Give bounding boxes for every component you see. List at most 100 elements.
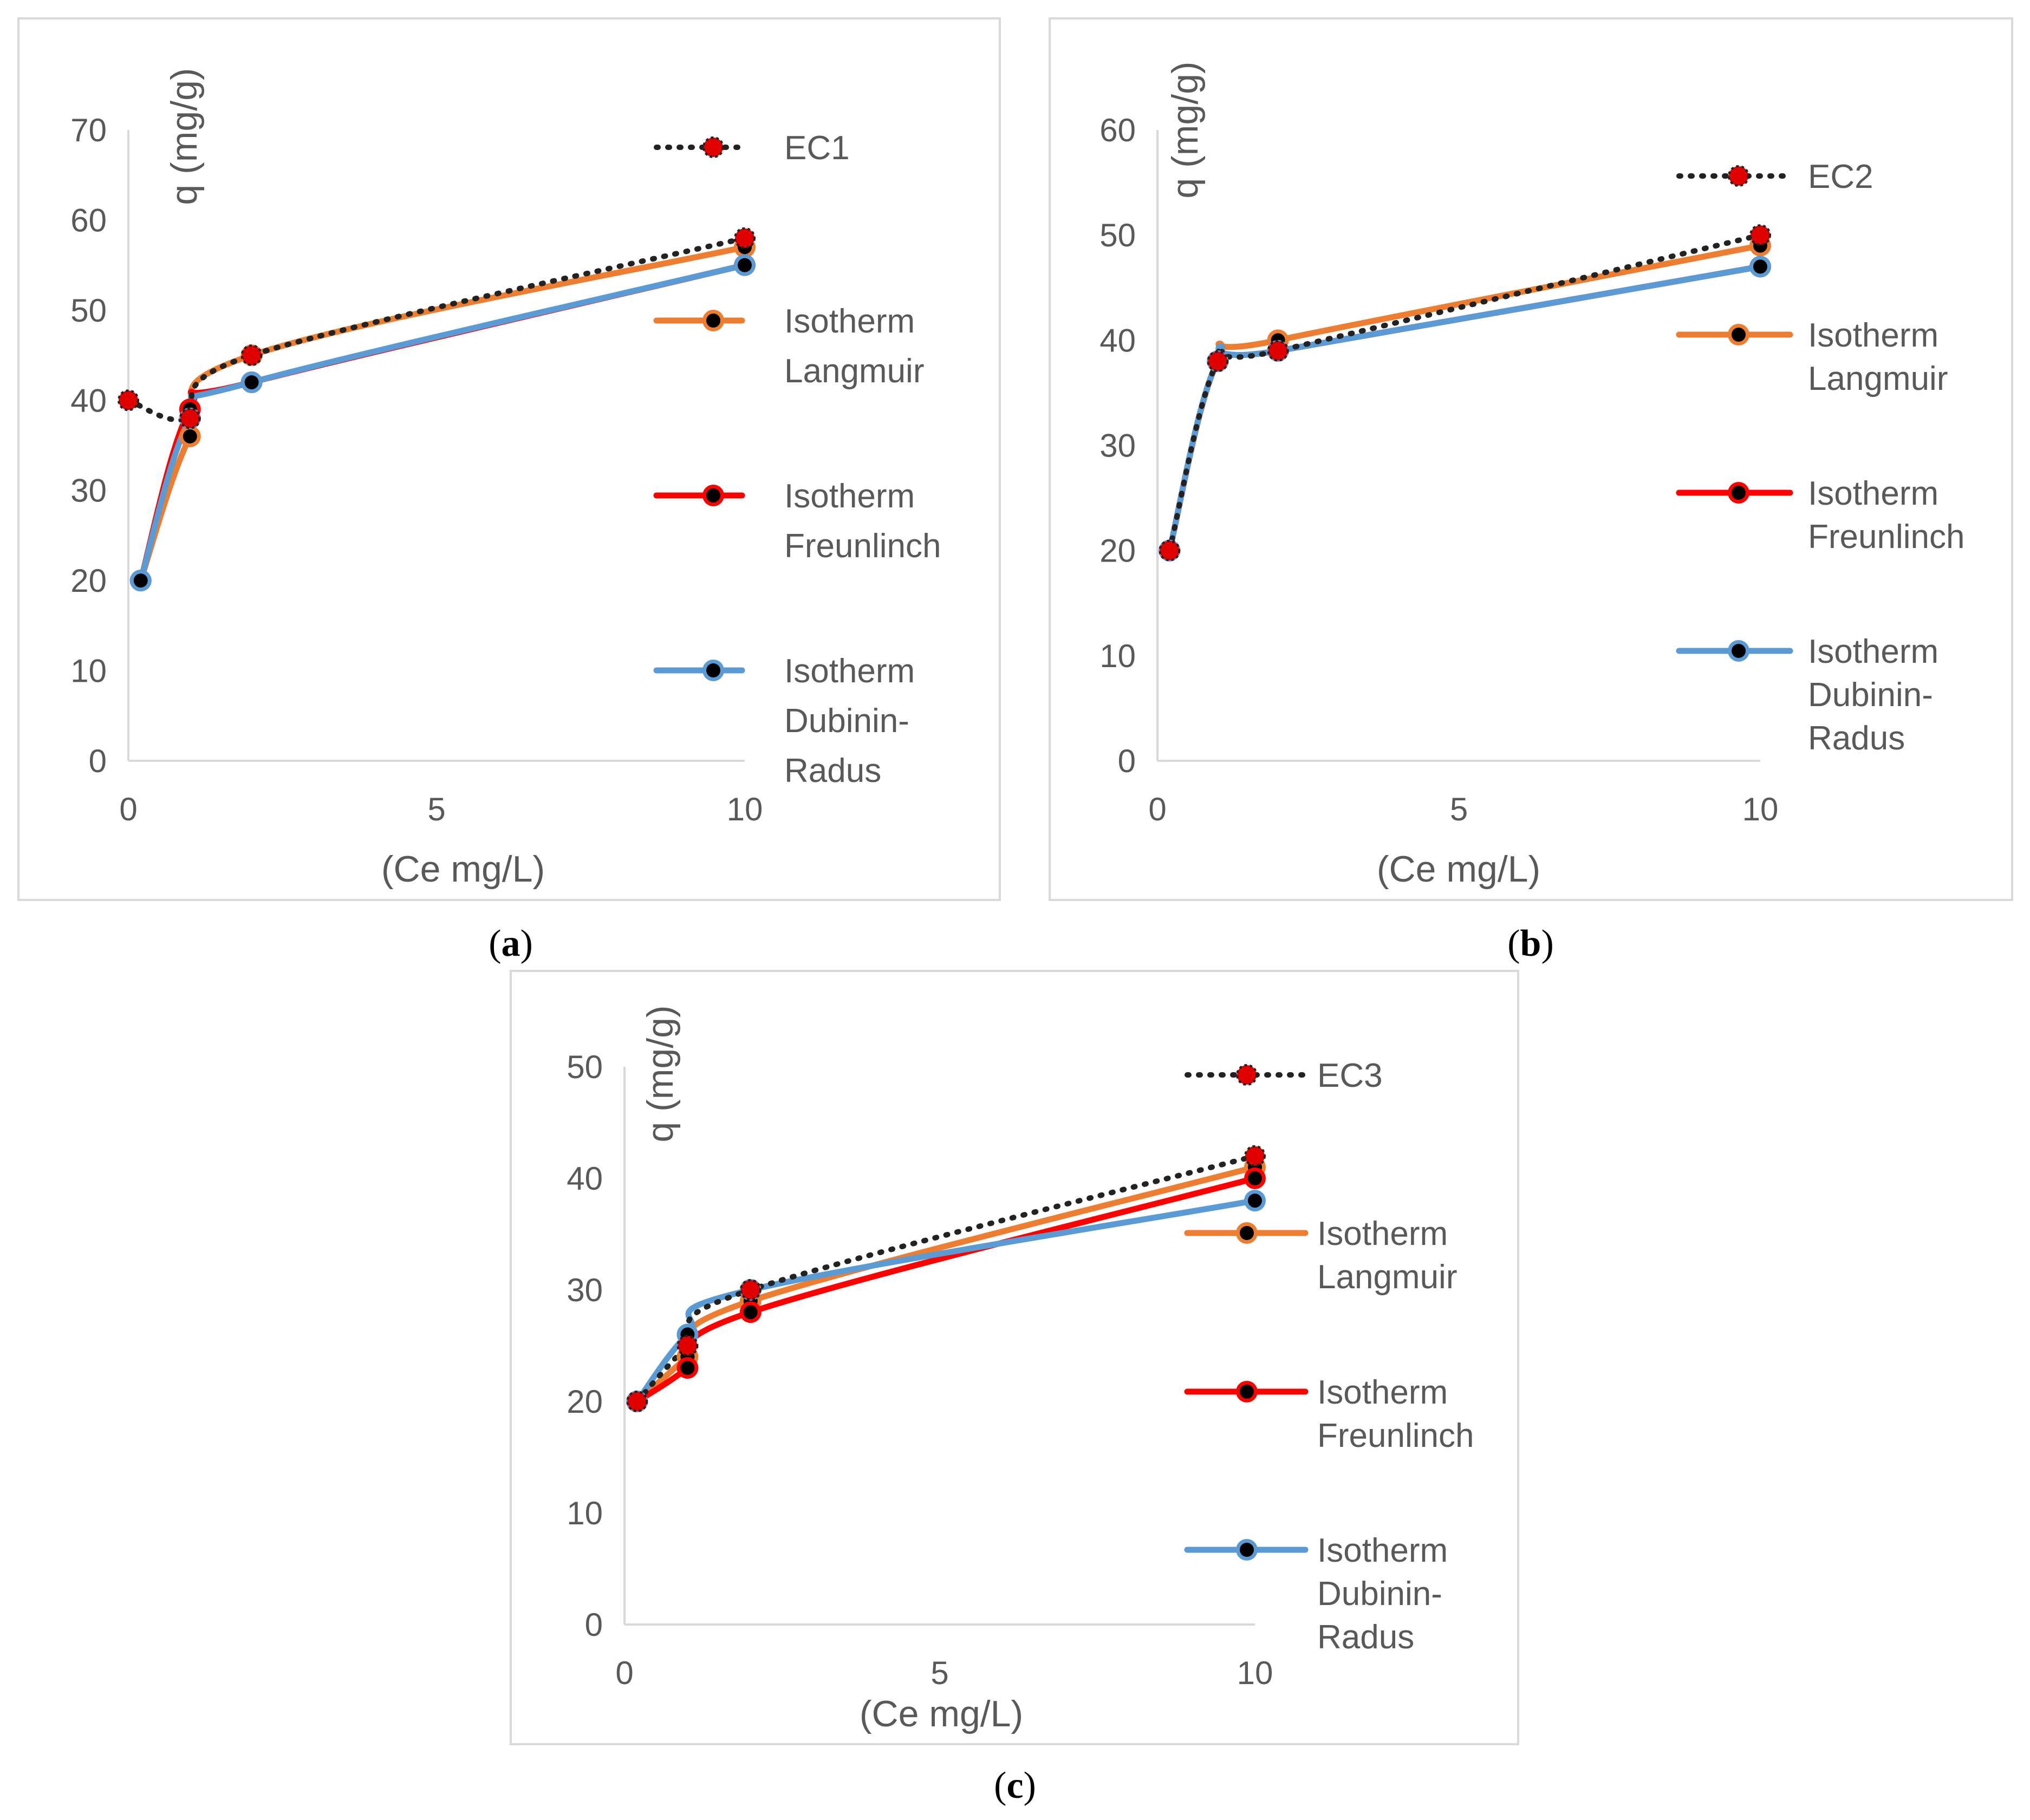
legend-item-dubinin: Isotherm Dubinin- Radus — [653, 653, 915, 790]
y-tick-label: 50 — [1099, 217, 1136, 253]
y-tick-label: 40 — [567, 1160, 603, 1197]
legend-label: Dubinin- — [1317, 1575, 1442, 1613]
data-point-dubinin — [1244, 1190, 1266, 1212]
x-tick-label: 10 — [1742, 791, 1779, 827]
legend-item-freundlich: Isotherm Freunlinch — [1676, 475, 1964, 556]
axes: 0 10 20 30 40 50 60 0 5 10 — [1099, 112, 1778, 827]
x-axis-title: (Ce mg/L) — [860, 1693, 1023, 1734]
y-axis-title: q (mg/g) — [164, 68, 205, 205]
panel-label-letter: a — [502, 923, 520, 964]
legend-label: Langmuir — [784, 353, 924, 390]
legend-label: Isotherm — [1317, 1215, 1448, 1253]
x-tick-label: 5 — [427, 791, 445, 827]
x-tick-label: 0 — [119, 791, 137, 827]
legend-label: Isotherm — [1808, 317, 1938, 354]
legend: EC1IsothermLangmuirIsothermFreunlinchIso… — [653, 129, 941, 790]
series-layer — [118, 227, 756, 592]
legend-swatch-marker — [1728, 165, 1749, 187]
data-point-experimental — [734, 227, 756, 249]
legend-swatch-marker — [702, 660, 724, 681]
y-tick-label: 40 — [1099, 322, 1136, 358]
legend-label: Radus — [1317, 1619, 1414, 1656]
series-line-langmuir — [138, 244, 748, 584]
legend-swatch-marker — [702, 310, 724, 331]
legend-label: Isotherm — [1808, 633, 1938, 670]
series-layer — [626, 1145, 1266, 1412]
y-tick-label: 0 — [585, 1607, 603, 1643]
chart-frame — [1049, 17, 2013, 901]
data-point-langmuir — [179, 425, 201, 447]
data-point-freundlich — [739, 1301, 762, 1323]
legend-label: Isotherm — [1808, 475, 1938, 512]
data-point-experimental — [1749, 224, 1771, 246]
legend-label: Isotherm — [784, 478, 915, 515]
data-point-experimental — [1244, 1145, 1266, 1167]
axes: 0 10 20 30 40 50 0 5 10 — [567, 1049, 1273, 1691]
data-point-experimental — [739, 1279, 762, 1301]
series-line-experimental — [1167, 232, 1763, 553]
legend-item-experimental: EC2 — [1676, 158, 1873, 195]
data-point-experimental — [1267, 340, 1289, 362]
data-point-freundlich — [1244, 1167, 1266, 1189]
legend-item-experimental: EC3 — [1185, 1057, 1383, 1094]
legend-label: Dubinin- — [1808, 676, 1933, 714]
series-line-dubinin — [138, 262, 748, 584]
data-point-experimental — [179, 407, 201, 429]
legend-label: Isotherm — [784, 303, 915, 340]
legend-item-langmuir: Isotherm Langmuir — [1184, 1215, 1457, 1296]
data-point-experimental — [1159, 539, 1181, 562]
x-axis-title: (Ce mg/L) — [381, 849, 545, 890]
data-point-dubinin — [240, 371, 263, 393]
legend-swatch-marker — [1728, 324, 1749, 345]
legend-label: Freunlinch — [1808, 518, 1964, 556]
panel-label-letter: c — [1006, 1765, 1023, 1806]
y-axis-title: q (mg/g) — [640, 1005, 681, 1142]
legend-swatch-marker — [702, 136, 724, 158]
legend-swatch-marker — [1236, 1222, 1258, 1244]
legend-swatch-marker — [1236, 1381, 1258, 1402]
legend-label: Langmuir — [1808, 360, 1948, 397]
legend-label: Isotherm — [1317, 1374, 1448, 1411]
data-point-freundlich — [676, 1357, 699, 1379]
x-tick-label: 0 — [615, 1655, 633, 1691]
x-tick-label: 10 — [1237, 1655, 1273, 1691]
x-tick-label: 5 — [1450, 791, 1468, 827]
x-tick-label: 10 — [727, 791, 763, 827]
x-axis-title: (Ce mg/L) — [1377, 849, 1540, 890]
legend: EC2IsothermLangmuirIsothermFreunlinchIso… — [1676, 158, 1964, 757]
legend-item-langmuir: Isotherm Langmuir — [653, 303, 924, 390]
legend-label: Radus — [784, 752, 881, 790]
legend-label: Isotherm — [1317, 1532, 1448, 1569]
legend-label: Freunlinch — [784, 527, 941, 565]
legend-swatch-marker — [702, 485, 724, 506]
legend-label: EC1 — [784, 129, 850, 167]
y-tick-label: 50 — [567, 1049, 603, 1085]
y-tick-label: 60 — [70, 202, 107, 238]
y-axis-title: q (mg/g) — [1164, 61, 1206, 198]
legend-item-freundlich: Isotherm Freunlinch — [653, 478, 941, 565]
y-tick-label: 20 — [1099, 533, 1136, 569]
legend-swatch-marker — [1728, 640, 1749, 662]
y-tick-label: 20 — [70, 563, 107, 599]
legend-item-freundlich: Isotherm Freunlinch — [1184, 1374, 1474, 1454]
y-tick-label: 20 — [567, 1384, 603, 1420]
x-tick-label: 0 — [1148, 791, 1166, 827]
data-point-experimental — [118, 389, 139, 412]
legend-item-dubinin: Isotherm Dubinin- Radus — [1184, 1532, 1448, 1656]
data-point-experimental — [626, 1391, 648, 1412]
series-layer — [1159, 224, 1771, 562]
y-tick-label: 30 — [1099, 428, 1136, 464]
panel-label-letter: b — [1520, 923, 1541, 964]
legend: EC3IsothermLangmuirIsothermFreunlinchIso… — [1184, 1057, 1474, 1656]
data-point-dubinin — [1749, 256, 1771, 278]
panel-label: (b) — [1507, 923, 1554, 964]
legend-label: Radus — [1808, 720, 1905, 757]
x-tick-label: 5 — [931, 1655, 948, 1691]
y-tick-label: 40 — [70, 382, 107, 419]
y-tick-label: 10 — [567, 1495, 603, 1531]
legend-swatch-marker — [1728, 482, 1749, 504]
y-tick-label: 70 — [70, 112, 107, 148]
y-tick-label: 30 — [70, 473, 107, 509]
